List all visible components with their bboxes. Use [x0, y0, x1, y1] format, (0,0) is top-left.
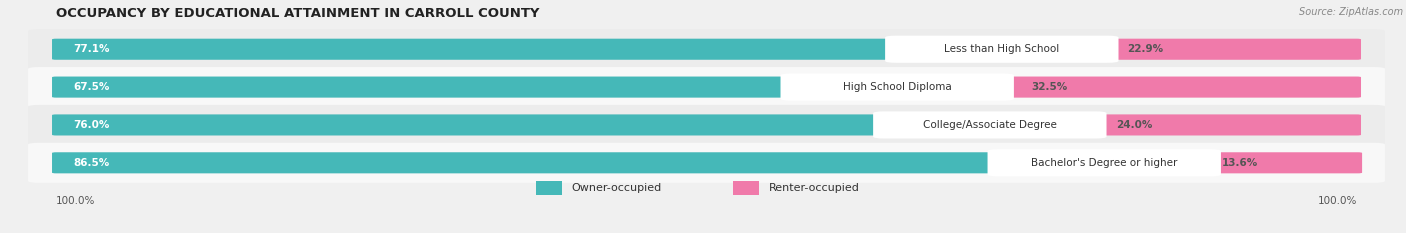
Text: 67.5%: 67.5% — [73, 82, 110, 92]
Text: 77.1%: 77.1% — [73, 44, 110, 54]
Text: 13.6%: 13.6% — [1222, 158, 1258, 168]
Text: Source: ZipAtlas.com: Source: ZipAtlas.com — [1299, 7, 1403, 17]
Text: 100.0%: 100.0% — [1317, 196, 1357, 206]
FancyBboxPatch shape — [52, 76, 796, 98]
FancyBboxPatch shape — [52, 39, 901, 60]
Text: Bachelor's Degree or higher: Bachelor's Degree or higher — [1031, 158, 1177, 168]
FancyBboxPatch shape — [734, 181, 759, 195]
FancyBboxPatch shape — [1205, 152, 1362, 173]
FancyBboxPatch shape — [28, 143, 1385, 183]
Text: Less than High School: Less than High School — [945, 44, 1060, 54]
FancyBboxPatch shape — [537, 181, 562, 195]
FancyBboxPatch shape — [1091, 114, 1361, 136]
FancyBboxPatch shape — [52, 152, 1002, 173]
Text: OCCUPANCY BY EDUCATIONAL ATTAINMENT IN CARROLL COUNTY: OCCUPANCY BY EDUCATIONAL ATTAINMENT IN C… — [56, 7, 540, 20]
FancyBboxPatch shape — [886, 36, 1119, 63]
Text: 86.5%: 86.5% — [73, 158, 110, 168]
FancyBboxPatch shape — [28, 105, 1385, 145]
Text: 22.9%: 22.9% — [1128, 44, 1163, 54]
FancyBboxPatch shape — [52, 114, 889, 136]
Text: College/Associate Degree: College/Associate Degree — [922, 120, 1057, 130]
FancyBboxPatch shape — [1104, 39, 1361, 60]
Text: Owner-occupied: Owner-occupied — [571, 183, 662, 192]
Text: High School Diploma: High School Diploma — [842, 82, 952, 92]
FancyBboxPatch shape — [873, 111, 1107, 138]
Text: 24.0%: 24.0% — [1116, 120, 1153, 130]
Text: Renter-occupied: Renter-occupied — [769, 183, 859, 192]
FancyBboxPatch shape — [28, 67, 1385, 107]
FancyBboxPatch shape — [780, 74, 1014, 101]
Text: 100.0%: 100.0% — [56, 196, 96, 206]
Text: 32.5%: 32.5% — [1031, 82, 1067, 92]
FancyBboxPatch shape — [28, 29, 1385, 69]
Text: 76.0%: 76.0% — [73, 120, 110, 130]
FancyBboxPatch shape — [998, 76, 1361, 98]
FancyBboxPatch shape — [987, 149, 1220, 176]
